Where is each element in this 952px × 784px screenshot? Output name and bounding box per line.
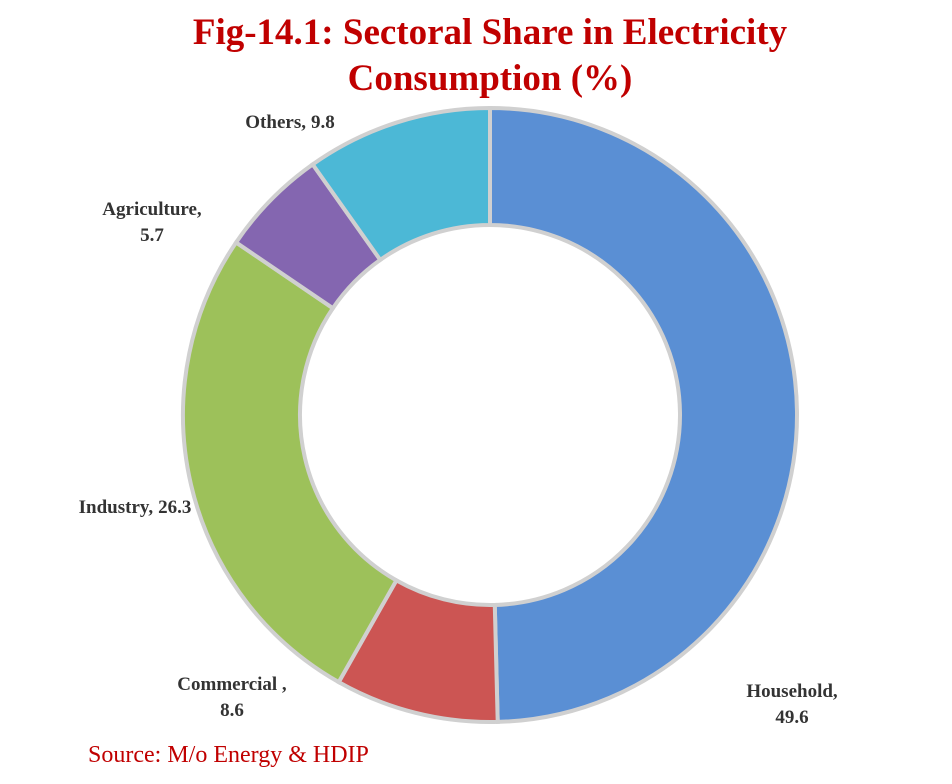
source-note: Source: M/o Energy & HDIP [88,742,369,768]
label-value: 26.3 [158,497,191,518]
label-name: Commercial , [177,674,287,695]
label-name: Others, [245,112,306,133]
data-label: Industry, 26.3 [79,497,192,518]
donut-segment [181,239,400,685]
label-name: Agriculture, [102,199,202,220]
label-value: 9.8 [311,112,335,133]
donut-segment [488,105,799,724]
label-name: Household, [746,681,838,702]
data-label: Commercial , 8.6 [177,674,287,721]
label-value: 49.6 [775,707,808,728]
donut-segment [309,105,492,263]
chart-title: Fig-14.1: Sectoral Share in Electricity … [192,12,788,99]
data-label: Others, 9.8 [245,112,334,133]
data-label: Household, 49.6 [746,681,838,728]
label-value: 8.6 [220,700,244,721]
label-name: Industry, [79,497,154,518]
label-value: 5.7 [140,225,164,246]
data-label: Agriculture, 5.7 [102,199,202,246]
